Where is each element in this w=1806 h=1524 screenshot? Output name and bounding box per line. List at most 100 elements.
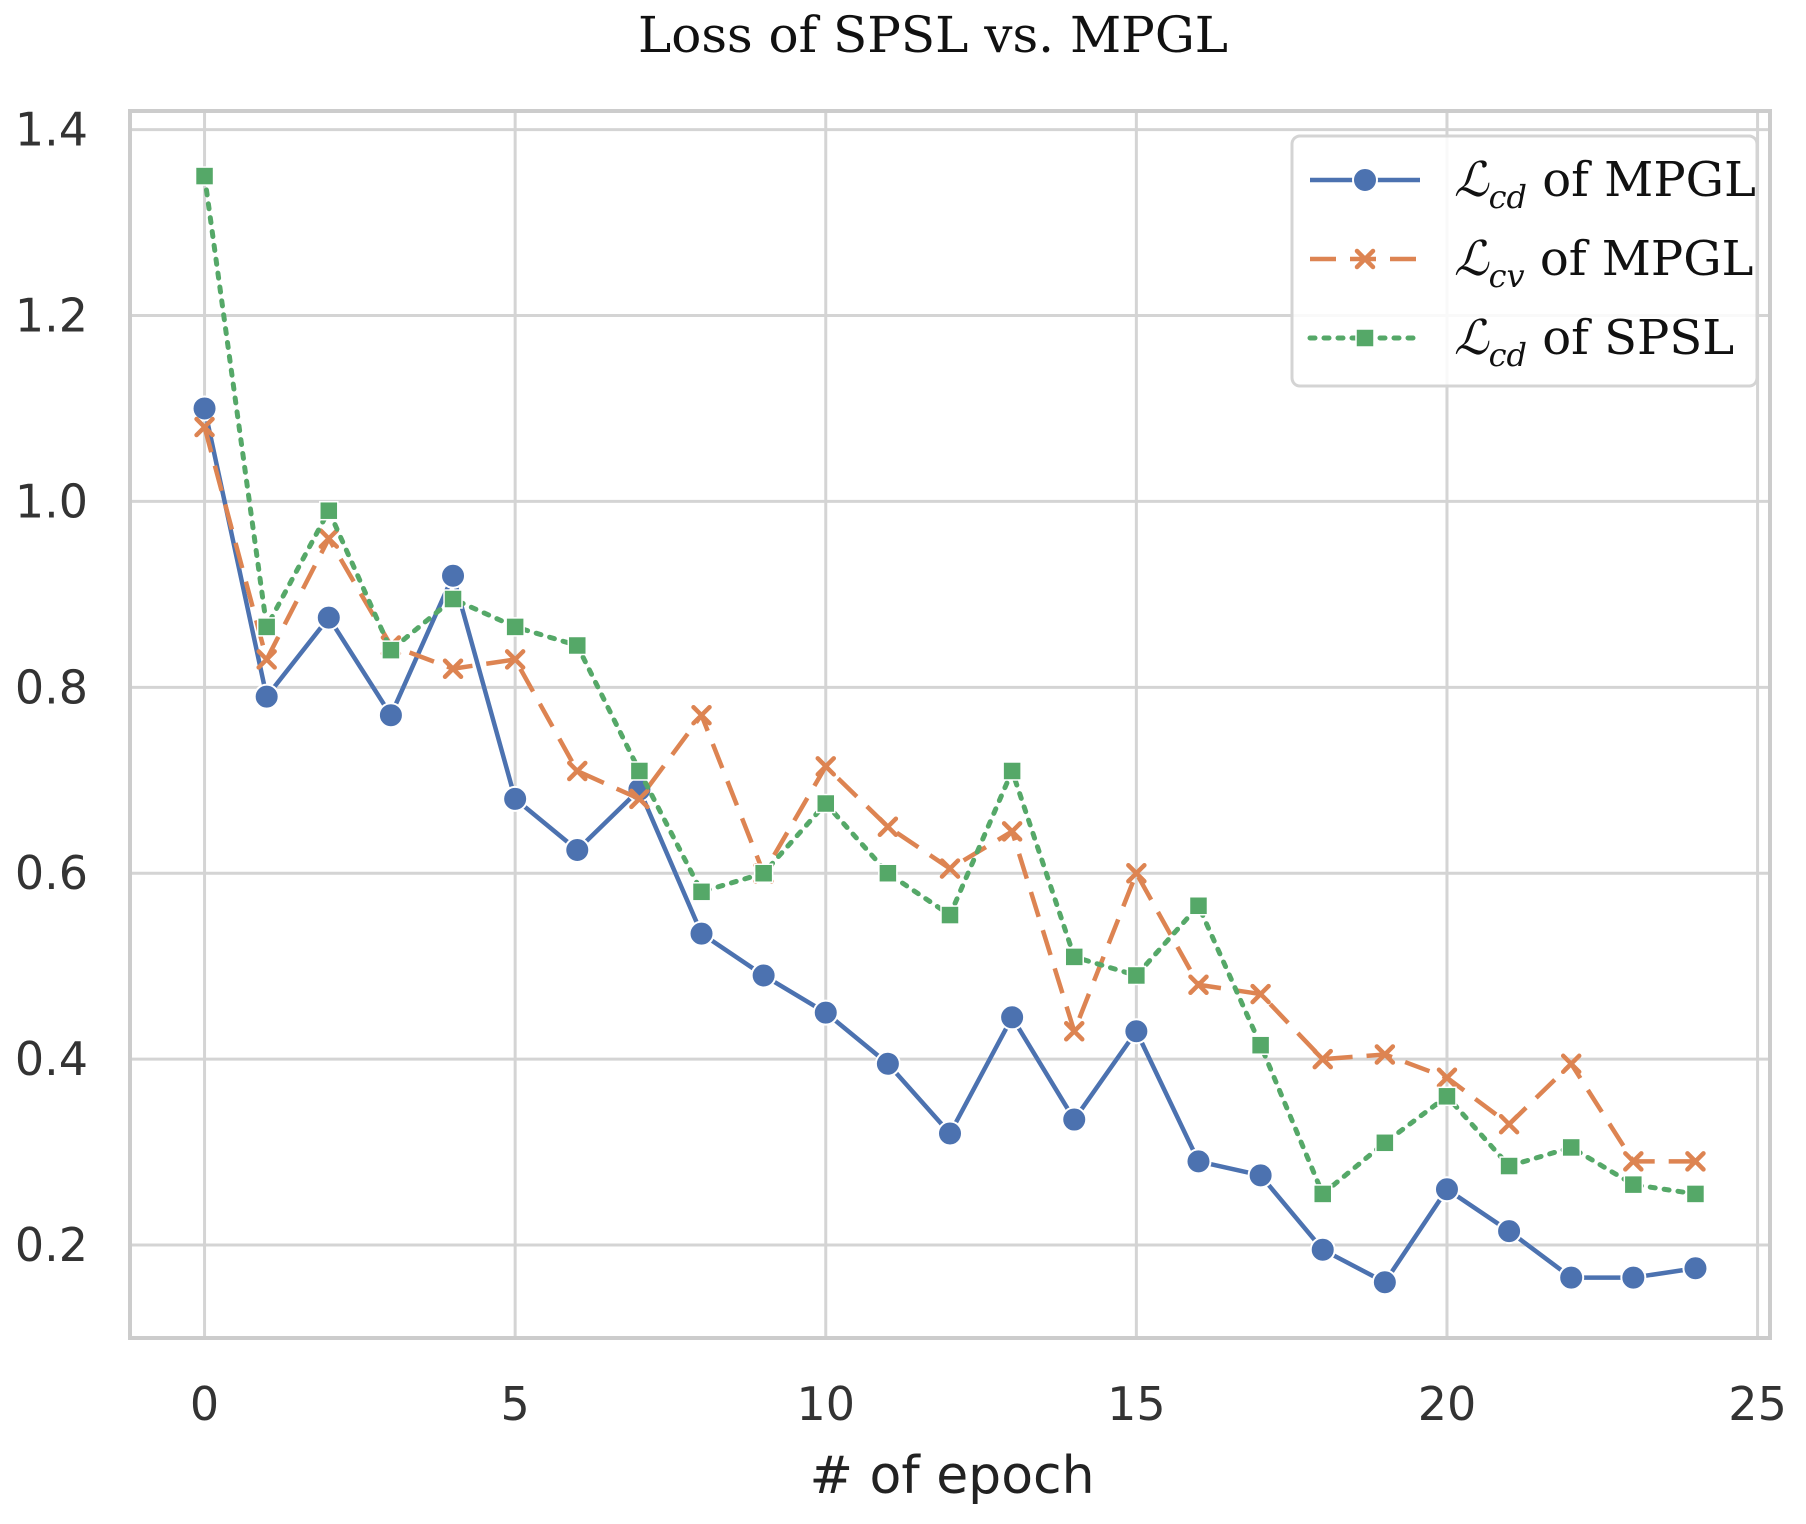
legend-item: ℒcd of MPGL (1310, 152, 1756, 216)
data-point (191, 395, 218, 422)
data-point (1685, 1184, 1706, 1204)
data-point (1437, 1086, 1457, 1107)
x-axis-label: # of epoch (809, 1446, 1094, 1506)
data-point (318, 528, 340, 549)
data-point (753, 863, 774, 883)
data-point (1375, 1133, 1395, 1153)
data-point (194, 166, 215, 186)
y-tick-label: 0.8 (15, 660, 88, 714)
data-point (1188, 896, 1209, 916)
data-point (1620, 1264, 1647, 1291)
legend-symbol: ℒ (1454, 231, 1490, 287)
x-tick-label: 10 (796, 1377, 855, 1431)
y-tick-label: 0.4 (15, 1032, 88, 1086)
legend-subscript: cv (1489, 257, 1525, 295)
data-point (1623, 1151, 1644, 1172)
y-tick-label: 1.0 (15, 474, 88, 528)
data-point (999, 1004, 1026, 1031)
x-tick-label: 25 (1728, 1377, 1787, 1431)
data-point (440, 562, 467, 589)
data-point (256, 617, 277, 637)
series-square-group (194, 166, 1706, 1204)
y-tick-label: 1.2 (15, 289, 88, 343)
data-point (1064, 947, 1084, 967)
data-point (315, 604, 342, 631)
data-point (878, 863, 898, 883)
legend-subscript: cd (1489, 178, 1527, 216)
data-point (1433, 1176, 1460, 1203)
data-point (1185, 1148, 1212, 1175)
data-point (564, 836, 591, 863)
series-circle-group (191, 395, 1709, 1296)
x-tick-label: 15 (1107, 1377, 1166, 1431)
data-point (939, 858, 961, 879)
data-point (1436, 1067, 1458, 1088)
data-point (1309, 1236, 1336, 1263)
series-layer (191, 166, 1709, 1296)
legend-marker (1354, 248, 1376, 270)
data-point (812, 999, 839, 1026)
data-point (815, 756, 837, 777)
data-point (1250, 1035, 1271, 1055)
data-point (816, 793, 836, 814)
data-point (1126, 862, 1147, 884)
data-point (567, 635, 588, 656)
data-point (937, 1120, 963, 1147)
y-tick-label: 1.4 (15, 103, 88, 157)
legend-box (1290, 134, 1759, 388)
data-point (1682, 1255, 1709, 1282)
series-x-group (194, 416, 1706, 1172)
data-point (1061, 1106, 1088, 1133)
legend-marker (1352, 167, 1378, 193)
data-point (629, 788, 650, 810)
legend-marker (1355, 328, 1375, 348)
data-point (1001, 821, 1023, 842)
data-point (1126, 965, 1147, 986)
series-line (202, 426, 1696, 1164)
x-tick-label: 5 (501, 1377, 530, 1431)
data-point (381, 640, 401, 660)
data-point (940, 905, 960, 925)
x-axis-ticks: 0 5 10 15 20 25 (190, 1377, 1787, 1431)
data-point (877, 816, 899, 837)
legend-text: of SPSL (1527, 310, 1734, 366)
data-point (253, 683, 280, 710)
legend-item: ℒcd of SPSL (1307, 310, 1734, 374)
legend-text: of MPGL (1527, 152, 1756, 208)
data-point (1374, 1044, 1396, 1065)
legend-symbol: ℒ (1454, 310, 1490, 366)
data-point (1312, 1184, 1333, 1204)
data-point (442, 658, 464, 679)
y-tick-label: 0.6 (15, 846, 88, 900)
data-point (1496, 1218, 1523, 1245)
legend-item: ℒcv of MPGL (1310, 231, 1753, 295)
data-point (688, 920, 715, 947)
data-point (750, 962, 777, 989)
data-point (505, 617, 525, 637)
x-tick-label: 20 (1418, 1377, 1477, 1431)
legend-subscript: cd (1489, 336, 1527, 374)
data-point (1623, 1174, 1644, 1195)
data-point (1250, 983, 1271, 1005)
data-point (691, 882, 712, 902)
data-point (691, 704, 712, 726)
x-tick-label: 0 (190, 1377, 219, 1431)
data-point (1685, 1151, 1706, 1172)
data-point (1560, 1053, 1582, 1075)
data-point (504, 649, 526, 670)
data-point (256, 649, 277, 670)
data-point (1499, 1156, 1519, 1176)
data-point (1188, 974, 1209, 996)
y-tick-label: 0.2 (15, 1218, 88, 1272)
data-point (629, 761, 650, 781)
legend-label: ℒcd of MPGL (1454, 152, 1756, 216)
data-point (319, 500, 339, 521)
chart-title: Loss of SPSL vs. MPGL (638, 6, 1228, 64)
data-point (1063, 1021, 1085, 1042)
legend-label: ℒcv of MPGL (1454, 231, 1753, 295)
data-point (1123, 1018, 1150, 1045)
legend-label: ℒcd of SPSL (1454, 310, 1734, 374)
data-point (443, 589, 463, 609)
data-point (567, 760, 588, 782)
